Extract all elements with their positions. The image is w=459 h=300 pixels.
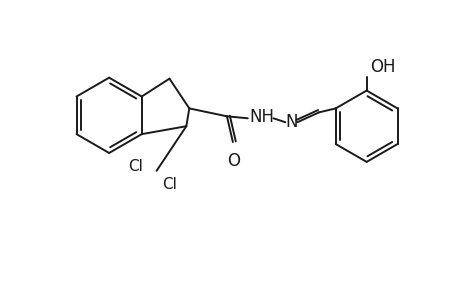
Text: O: O [227, 152, 240, 170]
Text: Cl: Cl [128, 159, 142, 174]
Text: OH: OH [369, 58, 394, 76]
Text: N: N [285, 113, 297, 131]
Text: NH: NH [249, 108, 274, 126]
Text: Cl: Cl [162, 177, 177, 192]
